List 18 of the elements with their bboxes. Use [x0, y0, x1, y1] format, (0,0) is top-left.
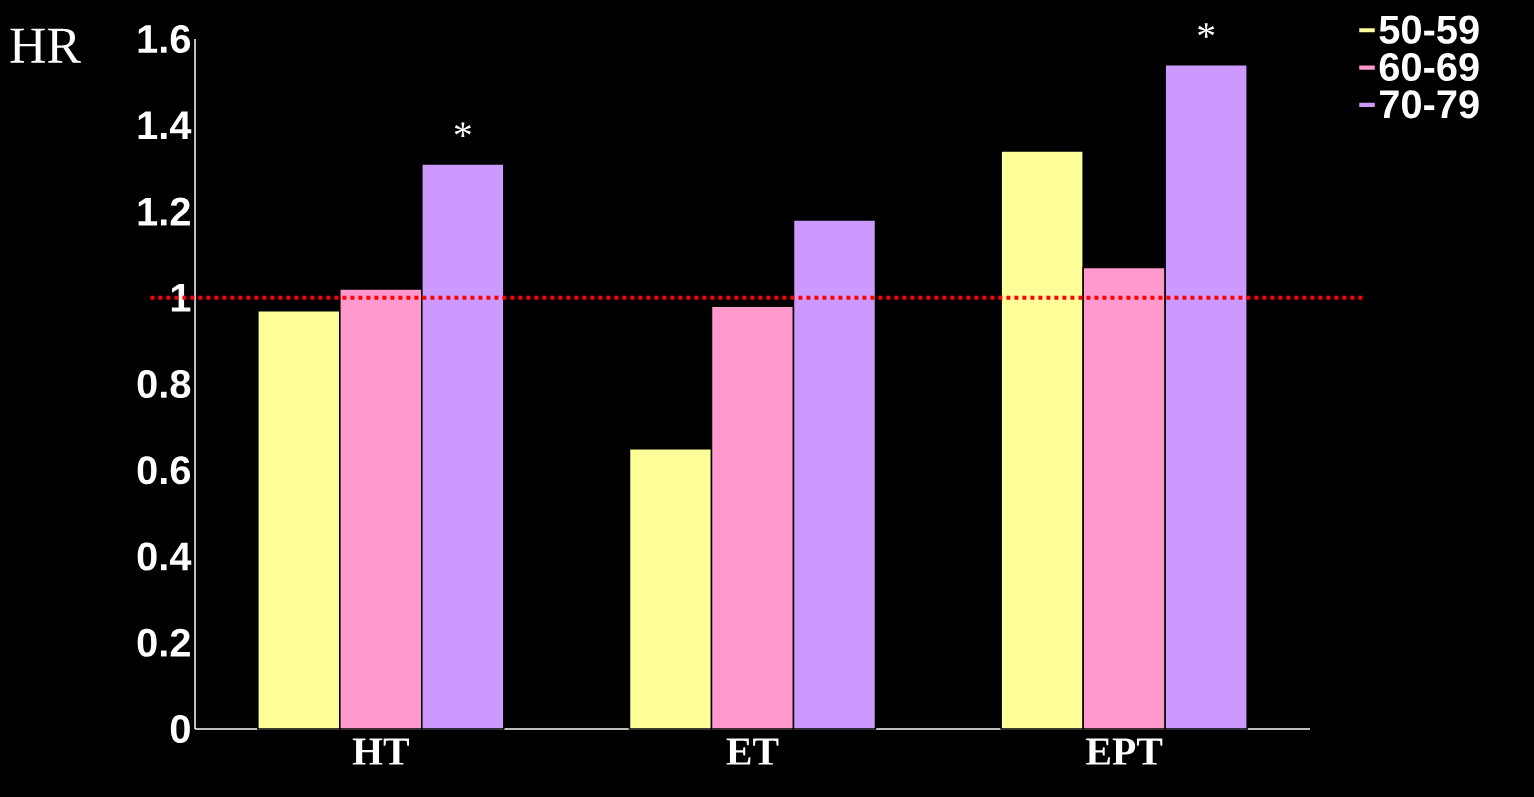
y-tick-label: 1.6: [138, 24, 191, 54]
y-tick-label: 0.4: [137, 542, 192, 571]
y-tick-label: 0: [170, 714, 190, 744]
y-axis-title: HR: [10, 28, 81, 63]
text: *: [1198, 23, 1215, 38]
y-tick-label: 0.2: [137, 628, 190, 657]
annotation: *: [454, 122, 471, 138]
x-tick-label: ET: [726, 738, 779, 765]
y-tick-label: 0.8: [137, 369, 191, 399]
y-tick-label: 1.2: [138, 197, 190, 226]
legend-label: 60-69: [1379, 52, 1479, 82]
y-tick-label: 1: [171, 284, 191, 312]
x-tick-label: EPT: [1086, 738, 1163, 765]
x-tick-label: HT: [352, 738, 410, 765]
y-tick-label: 0.6: [137, 456, 191, 485]
legend-label: 70-79: [1379, 90, 1479, 119]
y-tick-label: 1.4: [138, 111, 192, 139]
legend-label: 50-59: [1379, 15, 1479, 44]
